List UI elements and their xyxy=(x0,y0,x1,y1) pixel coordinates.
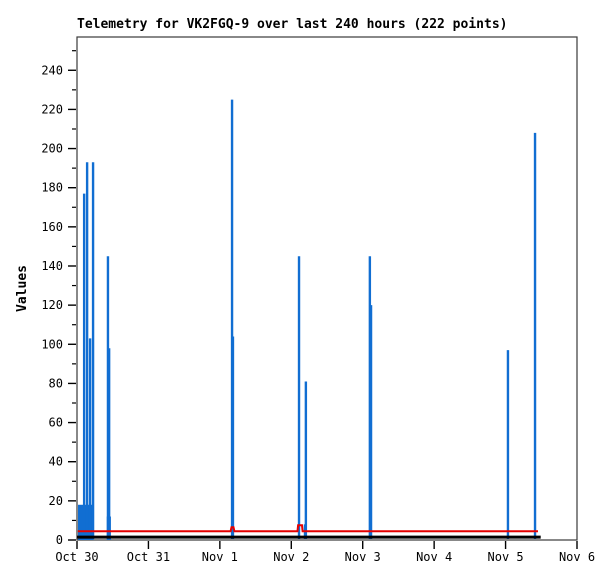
x-tick-label: Nov 1 xyxy=(202,550,238,564)
y-tick-label: 220 xyxy=(41,102,63,116)
x-tick-label: Oct 31 xyxy=(127,550,170,564)
y-axis-title: Values xyxy=(15,265,30,312)
y-tick-label: 180 xyxy=(41,181,63,195)
chart-title: Telemetry for VK2FGQ-9 over last 240 hou… xyxy=(77,17,508,32)
y-tick-label: 140 xyxy=(41,259,63,273)
y-tick-label: 160 xyxy=(41,220,63,234)
x-tick-label: Nov 4 xyxy=(416,550,452,564)
y-tick-label: 20 xyxy=(49,494,63,508)
x-tick-label: Nov 2 xyxy=(273,550,309,564)
x-tick-label: Nov 6 xyxy=(559,550,595,564)
y-tick-label: 100 xyxy=(41,337,63,351)
telemetry-values-red-line xyxy=(77,524,538,533)
plot-frame xyxy=(76,36,578,541)
telemetry-values-blue-block xyxy=(78,504,94,540)
y-tick-label: 240 xyxy=(41,63,63,77)
y-tick-label: 120 xyxy=(41,298,63,312)
y-tick-label: 80 xyxy=(49,376,63,390)
y-tick-label: 40 xyxy=(49,455,63,469)
x-tick-label: Nov 3 xyxy=(345,550,381,564)
y-tick-label: 200 xyxy=(41,142,63,156)
y-tick-label: 0 xyxy=(56,533,63,547)
x-tick-label: Nov 5 xyxy=(488,550,524,564)
x-tick-label: Oct 30 xyxy=(55,550,98,564)
y-tick-label: 60 xyxy=(49,416,63,430)
